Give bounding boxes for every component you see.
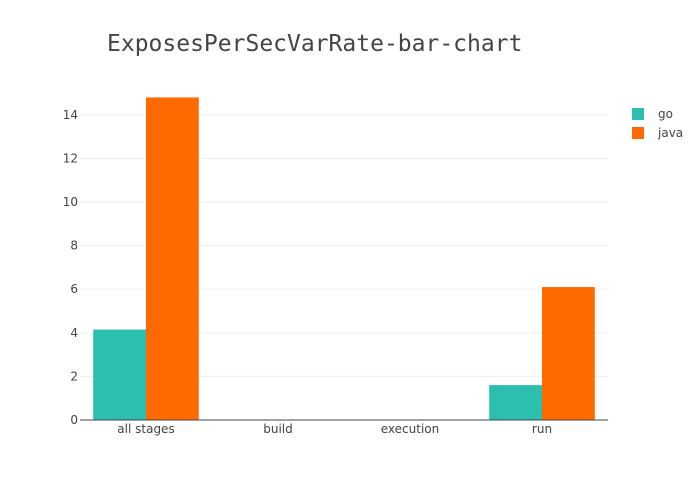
x-tick-label: build bbox=[263, 422, 293, 436]
legend-swatch-java[interactable] bbox=[632, 127, 644, 139]
chart-title: ExposesPerSecVarRate-bar-chart bbox=[107, 31, 522, 57]
x-tick-labels: all stages build execution run bbox=[117, 422, 552, 436]
bar-go[interactable] bbox=[93, 329, 146, 420]
legend[interactable]: go java bbox=[632, 107, 683, 140]
bar-java[interactable] bbox=[542, 287, 595, 420]
y-tick-label: 12 bbox=[63, 151, 78, 165]
bar-java[interactable] bbox=[146, 97, 199, 420]
legend-label-go[interactable]: go bbox=[658, 107, 673, 121]
y-tick-label: 6 bbox=[70, 282, 78, 296]
y-tick-label: 14 bbox=[63, 108, 78, 122]
x-tick-label: run bbox=[532, 422, 552, 436]
y-tick-label: 8 bbox=[70, 239, 78, 253]
y-tick-label: 4 bbox=[70, 326, 78, 340]
bar-go[interactable] bbox=[489, 385, 542, 420]
x-tick-label: execution bbox=[381, 422, 439, 436]
legend-label-java[interactable]: java bbox=[657, 126, 683, 140]
y-tick-labels: 0 2 4 6 8 10 12 14 bbox=[63, 108, 78, 427]
y-tick-label: 10 bbox=[63, 195, 78, 209]
bars bbox=[93, 97, 595, 420]
legend-swatch-go[interactable] bbox=[632, 108, 644, 120]
y-tick-label: 0 bbox=[70, 413, 78, 427]
y-tick-label: 2 bbox=[70, 369, 78, 383]
x-tick-label: all stages bbox=[117, 422, 174, 436]
